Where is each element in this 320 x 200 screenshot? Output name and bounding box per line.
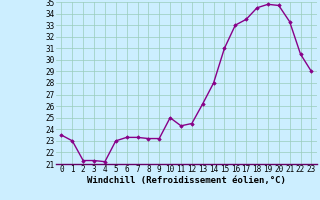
X-axis label: Windchill (Refroidissement éolien,°C): Windchill (Refroidissement éolien,°C): [87, 176, 286, 185]
